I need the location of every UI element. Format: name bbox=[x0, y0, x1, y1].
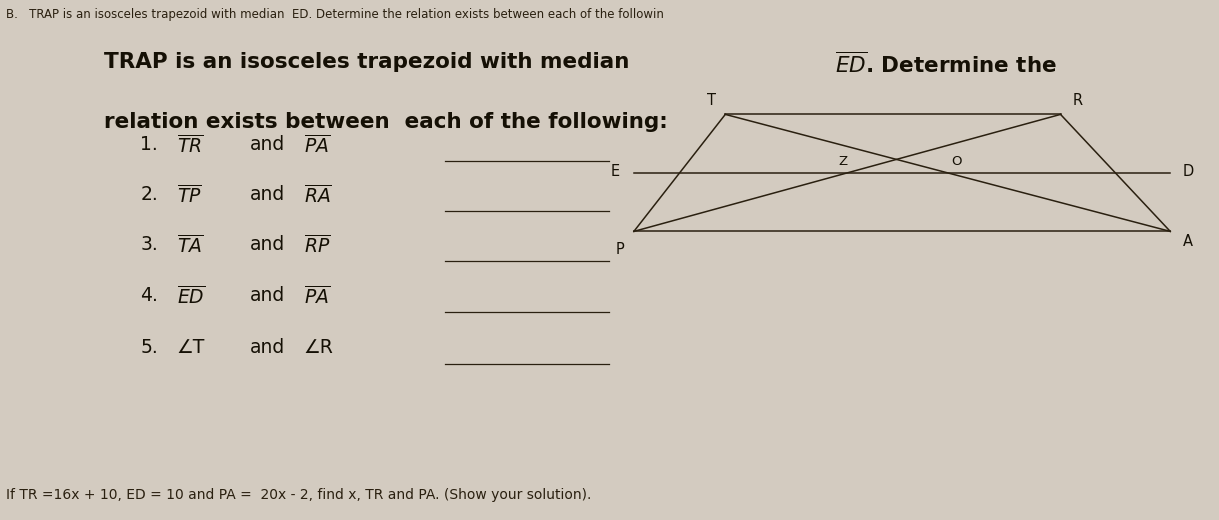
Text: D: D bbox=[1182, 164, 1193, 179]
Text: and: and bbox=[250, 135, 285, 154]
Text: T: T bbox=[707, 93, 716, 108]
Text: 4.: 4. bbox=[140, 286, 158, 305]
Text: A: A bbox=[1182, 234, 1192, 249]
Text: ∠R: ∠R bbox=[304, 338, 334, 357]
Text: R: R bbox=[1073, 93, 1082, 108]
Text: $\overline{TA}$: $\overline{TA}$ bbox=[177, 235, 204, 257]
Text: E: E bbox=[611, 164, 619, 179]
Text: TRAP is an isosceles trapezoid with median: TRAP is an isosceles trapezoid with medi… bbox=[104, 52, 636, 72]
Text: 5.: 5. bbox=[140, 338, 158, 357]
Text: Z: Z bbox=[839, 155, 847, 168]
Text: $\overline{PA}$: $\overline{PA}$ bbox=[304, 135, 329, 157]
Text: $\overline{ED}$: $\overline{ED}$ bbox=[177, 286, 205, 308]
Text: and: and bbox=[250, 338, 285, 357]
Text: $\overline{PA}$: $\overline{PA}$ bbox=[304, 286, 329, 308]
Text: $\overline{TP}$: $\overline{TP}$ bbox=[177, 185, 201, 206]
Text: 1.: 1. bbox=[140, 135, 158, 154]
Text: $\overline{RP}$: $\overline{RP}$ bbox=[304, 235, 330, 257]
Text: O: O bbox=[951, 155, 962, 168]
Text: $\overline{RA}$: $\overline{RA}$ bbox=[304, 185, 332, 206]
Text: $\overline{TR}$: $\overline{TR}$ bbox=[177, 135, 204, 157]
Text: and: and bbox=[250, 286, 285, 305]
Text: relation exists between  each of the following:: relation exists between each of the foll… bbox=[104, 112, 667, 132]
Text: ∠T: ∠T bbox=[177, 338, 205, 357]
Text: $\overline{ED}$. Determine the: $\overline{ED}$. Determine the bbox=[835, 52, 1057, 77]
Text: and: and bbox=[250, 185, 285, 204]
Text: If TR =16x + 10, ED = 10 and PA =  20x - 2, find x, TR and PA. (Show your soluti: If TR =16x + 10, ED = 10 and PA = 20x - … bbox=[6, 488, 591, 502]
Text: 3.: 3. bbox=[140, 235, 158, 254]
Text: 2.: 2. bbox=[140, 185, 158, 204]
Text: B.   TRAP is an isosceles trapezoid with median  ED. Determine the relation exis: B. TRAP is an isosceles trapezoid with m… bbox=[6, 8, 664, 21]
Text: P: P bbox=[616, 242, 624, 257]
Text: and: and bbox=[250, 235, 285, 254]
